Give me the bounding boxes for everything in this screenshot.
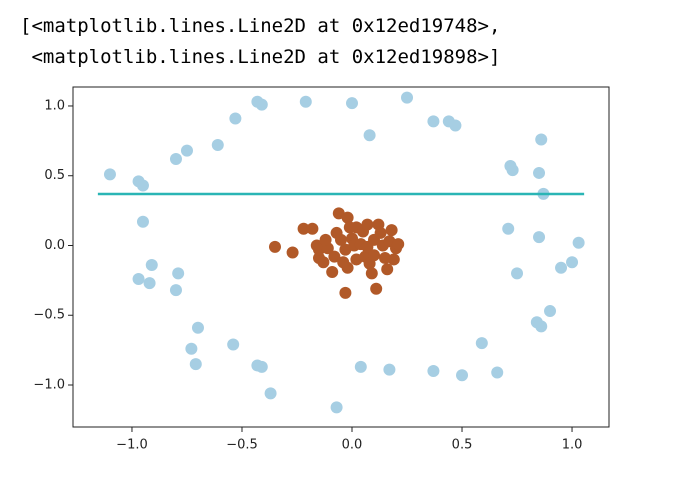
y-tick-label: 1.0	[44, 98, 65, 113]
point	[387, 253, 400, 266]
point	[427, 115, 440, 128]
point	[544, 305, 557, 318]
point	[555, 261, 568, 274]
point	[180, 144, 193, 157]
point	[143, 277, 156, 290]
point	[361, 218, 374, 231]
y-tick-label: 0.0	[44, 238, 65, 253]
y-tick-label: 0.5	[44, 168, 65, 183]
point	[511, 267, 524, 280]
point	[572, 236, 585, 249]
point	[381, 263, 394, 276]
point	[169, 152, 182, 165]
point	[286, 246, 299, 259]
point	[227, 338, 240, 351]
point	[365, 267, 378, 280]
point	[172, 267, 185, 280]
point	[330, 401, 343, 414]
point	[506, 164, 519, 177]
point	[341, 211, 354, 224]
point	[103, 168, 116, 181]
point	[370, 282, 383, 295]
x-tick-label: −1.0	[116, 438, 148, 453]
output-text: [<matplotlib.lines.Line2D at 0x12ed19748…	[20, 15, 500, 37]
point	[392, 238, 405, 251]
point	[368, 249, 381, 262]
point	[363, 129, 376, 142]
point	[211, 139, 224, 152]
point	[346, 97, 359, 110]
point	[255, 98, 268, 111]
point	[535, 320, 548, 333]
point	[566, 256, 579, 269]
point	[264, 387, 277, 400]
point	[374, 226, 387, 239]
point	[328, 250, 341, 263]
point	[535, 133, 548, 146]
x-tick-label: −0.5	[226, 438, 258, 453]
point	[326, 265, 339, 278]
point	[169, 284, 182, 297]
point	[306, 222, 319, 235]
point	[383, 363, 396, 376]
point	[475, 337, 488, 350]
x-tick-label: 0.0	[342, 438, 363, 453]
point	[533, 166, 546, 179]
point	[401, 91, 414, 104]
point	[533, 231, 546, 244]
point	[136, 179, 149, 192]
point	[341, 261, 354, 274]
x-tick-label: 0.5	[452, 438, 473, 453]
point	[145, 259, 158, 272]
point	[299, 95, 312, 108]
y-tick-label: −0.5	[33, 308, 65, 323]
point	[191, 321, 204, 334]
point	[229, 112, 242, 125]
y-tick-label: −1.0	[33, 378, 65, 393]
point	[132, 272, 145, 285]
point	[385, 224, 398, 237]
point	[268, 240, 281, 253]
point	[502, 222, 515, 235]
point	[312, 243, 325, 256]
point	[185, 342, 198, 355]
point	[354, 360, 367, 373]
point	[427, 365, 440, 378]
point	[317, 256, 330, 269]
x-tick-label: 1.0	[562, 438, 583, 453]
point	[189, 358, 202, 371]
point	[319, 233, 332, 246]
point	[491, 366, 504, 379]
point	[379, 252, 392, 265]
point	[456, 369, 469, 382]
point	[449, 119, 462, 132]
point	[339, 286, 352, 299]
point	[255, 360, 268, 373]
point	[136, 215, 149, 228]
output-text: <matplotlib.lines.Line2D at 0x12ed19898>…	[20, 46, 500, 68]
point	[297, 222, 310, 235]
axes-frame	[72, 86, 610, 428]
point	[335, 233, 347, 246]
